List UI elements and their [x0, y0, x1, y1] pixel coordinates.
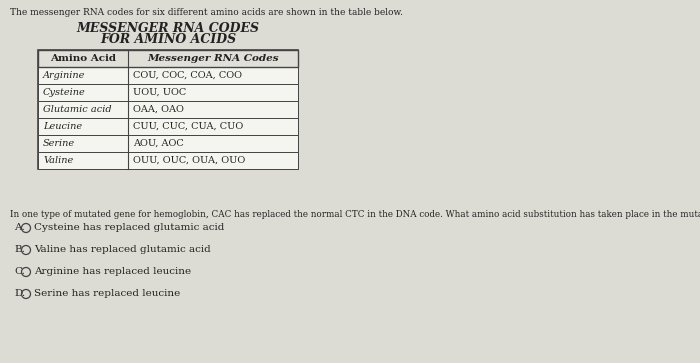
Text: Serine has replaced leucine: Serine has replaced leucine — [34, 290, 181, 298]
Text: Cysteine has replaced glutamic acid: Cysteine has replaced glutamic acid — [34, 224, 225, 232]
Text: COU, COC, COA, COO: COU, COC, COA, COO — [133, 71, 242, 80]
Bar — [38, 84, 298, 101]
Bar — [38, 101, 298, 118]
Text: Arginine: Arginine — [43, 71, 85, 80]
Bar — [38, 152, 298, 169]
Text: Leucine: Leucine — [43, 122, 82, 131]
Text: Cysteine: Cysteine — [43, 88, 85, 97]
Text: Messenger RNA Codes: Messenger RNA Codes — [147, 54, 279, 63]
Text: B.: B. — [14, 245, 25, 254]
Text: C.: C. — [14, 268, 25, 277]
Text: FOR AMINO ACIDS: FOR AMINO ACIDS — [100, 33, 236, 46]
Text: In one type of mutated gene for hemoglobin, CAC has replaced the normal CTC in t: In one type of mutated gene for hemoglob… — [10, 210, 700, 219]
Text: MESSENGER RNA CODES: MESSENGER RNA CODES — [76, 22, 260, 35]
Text: Serine: Serine — [43, 139, 75, 148]
Text: The messenger RNA codes for six different amino acids are shown in the table bel: The messenger RNA codes for six differen… — [10, 8, 403, 17]
Text: Amino Acid: Amino Acid — [50, 54, 116, 63]
Text: A.: A. — [14, 224, 24, 232]
Text: AOU, AOC: AOU, AOC — [133, 139, 183, 148]
Bar — [38, 50, 298, 169]
Bar — [38, 118, 298, 135]
Text: CUU, CUC, CUA, CUO: CUU, CUC, CUA, CUO — [133, 122, 244, 131]
Text: OAA, OAO: OAA, OAO — [133, 105, 184, 114]
Bar — [38, 135, 298, 152]
Text: UOU, UOC: UOU, UOC — [133, 88, 186, 97]
Text: Glutamic acid: Glutamic acid — [43, 105, 111, 114]
Text: Valine: Valine — [43, 156, 74, 165]
Text: Arginine has replaced leucine: Arginine has replaced leucine — [34, 268, 191, 277]
Text: Valine has replaced glutamic acid: Valine has replaced glutamic acid — [34, 245, 211, 254]
Bar — [38, 50, 298, 67]
Text: OUU, OUC, OUA, OUO: OUU, OUC, OUA, OUO — [133, 156, 245, 165]
Text: D.: D. — [14, 290, 25, 298]
Bar — [38, 67, 298, 84]
